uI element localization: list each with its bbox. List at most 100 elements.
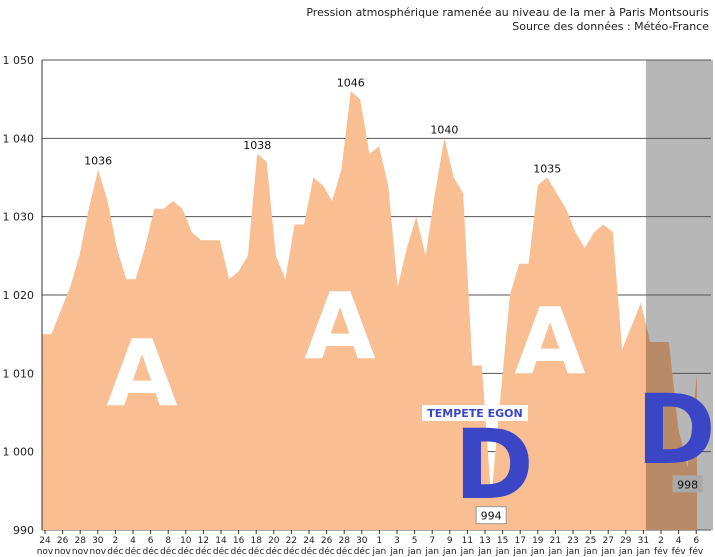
y-tick-label: 1 000 — [3, 446, 35, 459]
y-tick-label: 1 030 — [3, 211, 35, 224]
x-tick-month: jan — [389, 547, 404, 557]
x-tick-day: 8 — [165, 536, 171, 546]
x-tick-month: fév — [654, 546, 669, 557]
x-tick-day: 7 — [429, 536, 435, 546]
x-tick-day: 4 — [676, 536, 682, 546]
x-tick-day: 29 — [620, 536, 632, 546]
x-tick-day: 10 — [180, 536, 192, 546]
x-tick-month: jan — [424, 547, 439, 557]
pressure-area — [42, 91, 697, 531]
data-label: 998 — [677, 478, 698, 491]
x-tick-day: 20 — [268, 536, 280, 546]
x-axis: 24nov26nov28nov30nov2déc4déc6déc8déc10dé… — [37, 530, 704, 557]
x-tick-month: jan — [495, 547, 510, 557]
x-tick-day: 24 — [39, 536, 51, 546]
storm-label: TEMPETE EGON — [427, 407, 523, 420]
x-tick-day: 4 — [130, 536, 136, 546]
storm-label-box — [422, 405, 528, 421]
x-tick-month: déc — [354, 546, 370, 557]
x-tick-month: déc — [230, 546, 246, 557]
x-tick-month: nov — [37, 547, 54, 557]
chart-title: Pression atmosphérique ramenée au niveau… — [306, 6, 709, 19]
x-tick-day: 27 — [602, 536, 613, 546]
x-tick-month: déc — [283, 546, 299, 557]
data-labels: TEMPETE EGON 1036 1038 1046 1040 1035 994 998 — [84, 76, 703, 525]
x-tick-day: 6 — [693, 536, 699, 546]
x-tick-month: déc — [213, 546, 229, 557]
x-tick-month: jan — [407, 547, 422, 557]
x-tick-day: 26 — [57, 536, 69, 546]
x-tick-month: jan — [530, 547, 545, 557]
x-tick-month: jan — [565, 547, 580, 557]
y-tick-label: 1 020 — [3, 289, 35, 302]
x-tick-month: jan — [548, 547, 563, 557]
x-tick-month: jan — [636, 547, 651, 557]
x-tick-month: jan — [600, 547, 615, 557]
x-tick-day: 22 — [286, 536, 297, 546]
y-tick-label: 1 050 — [3, 54, 35, 67]
x-tick-day: 21 — [550, 536, 561, 546]
x-tick-month: déc — [195, 546, 211, 557]
x-tick-month: jan — [512, 547, 527, 557]
x-tick-day: 23 — [567, 536, 578, 546]
high-pressure-letter: A — [304, 273, 375, 380]
x-tick-day: 30 — [356, 536, 368, 546]
x-tick-month: déc — [301, 546, 317, 557]
x-tick-month: jan — [477, 547, 492, 557]
x-tick-day: 15 — [497, 536, 508, 546]
x-tick-day: 11 — [462, 536, 473, 546]
weather-system-letters: A A AD D — [106, 273, 715, 521]
x-tick-month: déc — [142, 546, 158, 557]
x-tick-month: déc — [107, 546, 123, 557]
x-tick-month: déc — [178, 546, 194, 557]
y-axis: 990 1 000 1 010 1 020 1 030 1 040 1 050 — [3, 54, 43, 537]
data-label-box — [672, 475, 703, 493]
x-tick-day: 28 — [338, 536, 350, 546]
x-tick-month: déc — [266, 546, 282, 557]
x-tick-month: jan — [618, 547, 633, 557]
x-tick-day: 3 — [394, 536, 400, 546]
x-tick-month: déc — [248, 546, 264, 557]
x-tick-month: déc — [318, 546, 334, 557]
high-pressure-letter: A — [106, 320, 177, 427]
chart-subtitle: Source des données : Météo-France — [512, 20, 709, 33]
low-pressure-letter: D — [636, 374, 715, 486]
x-tick-month: déc — [160, 546, 176, 557]
x-tick-month: jan — [372, 547, 387, 557]
x-tick-day: 30 — [92, 536, 104, 546]
high-pressure-letter: A — [514, 288, 585, 395]
x-tick-month: déc — [336, 546, 352, 557]
y-tick-label: 1 010 — [3, 367, 35, 380]
data-label: 1038 — [243, 139, 271, 152]
x-tick-day: 26 — [321, 536, 333, 546]
x-tick-day: 14 — [215, 536, 227, 546]
x-tick-day: 18 — [250, 536, 262, 546]
x-tick-month: nov — [90, 547, 107, 557]
x-tick-day: 17 — [514, 536, 525, 546]
x-tick-day: 2 — [658, 536, 664, 546]
x-tick-day: 12 — [198, 536, 209, 546]
x-tick-day: 25 — [585, 536, 596, 546]
x-tick-month: jan — [442, 547, 457, 557]
x-tick-month: nov — [72, 547, 89, 557]
y-tick-label: 990 — [13, 524, 34, 537]
x-tick-month: fév — [689, 546, 704, 557]
data-label-box — [475, 506, 507, 525]
x-tick-day: 31 — [638, 536, 649, 546]
x-tick-day: 9 — [447, 536, 453, 546]
x-tick-day: 6 — [148, 536, 154, 546]
x-tick-month: déc — [125, 546, 141, 557]
y-tick-label: 1 040 — [3, 132, 35, 145]
data-label: 994 — [481, 510, 502, 523]
data-label: 1046 — [337, 76, 365, 89]
x-tick-day: 13 — [479, 536, 490, 546]
x-tick-day: 1 — [377, 536, 383, 546]
x-tick-day: 2 — [113, 536, 119, 546]
x-tick-month: jan — [583, 547, 598, 557]
x-tick-month: fév — [672, 546, 687, 557]
x-tick-day: 19 — [532, 536, 544, 546]
data-label: 1035 — [533, 163, 561, 176]
x-tick-month: jan — [460, 547, 475, 557]
x-tick-day: 16 — [233, 536, 245, 546]
